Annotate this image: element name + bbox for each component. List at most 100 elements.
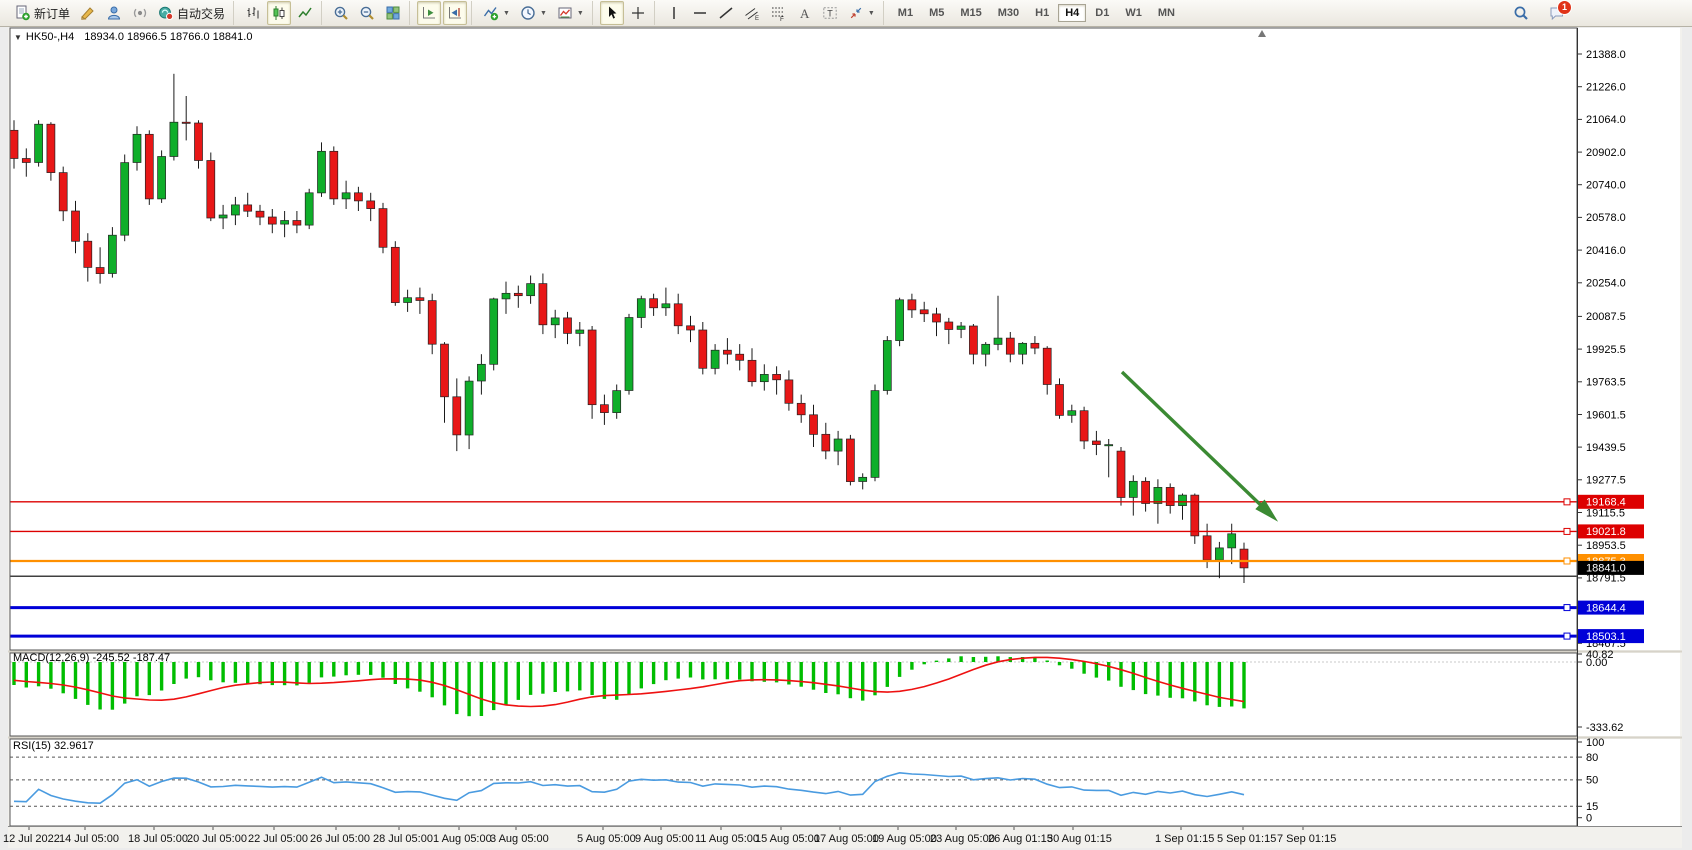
tf-h1[interactable]: H1	[1028, 4, 1056, 22]
tf-m1[interactable]: M1	[891, 4, 920, 22]
periods-button[interactable]: ▼	[516, 1, 551, 25]
indicators-button[interactable]: ▼	[479, 1, 514, 25]
chevron-down-icon: ▼	[867, 9, 875, 17]
svg-text:50: 50	[1586, 775, 1598, 787]
arrows-icon	[848, 5, 864, 21]
trendline-icon	[718, 5, 734, 21]
svg-text:23 Aug 05:00: 23 Aug 05:00	[930, 833, 995, 845]
svg-text:5 Sep 01:15: 5 Sep 01:15	[1217, 833, 1276, 845]
tile-windows-button[interactable]	[381, 1, 405, 25]
text-button[interactable]: A	[792, 1, 816, 25]
search-button[interactable]	[1509, 1, 1533, 25]
tf-m15-label: M15	[960, 7, 982, 19]
tf-h4-label: H4	[1065, 7, 1080, 19]
svg-text:18791.5: 18791.5	[1586, 573, 1626, 585]
svg-text:14 Jul 05:00: 14 Jul 05:00	[59, 833, 119, 845]
autoscroll-icon	[421, 5, 437, 21]
tf-d1[interactable]: D1	[1088, 4, 1116, 22]
autotrading-button[interactable]: 自动交易	[154, 1, 229, 25]
symbol-period-label: HK50-,H4	[25, 31, 75, 43]
tf-m5[interactable]: M5	[922, 4, 951, 22]
svg-text:30 Aug 01:15: 30 Aug 01:15	[1047, 833, 1112, 845]
tf-d1-label: D1	[1095, 7, 1110, 19]
templates-button[interactable]: ▼	[553, 1, 588, 25]
zoom-in-button[interactable]	[329, 1, 353, 25]
horizontal-line-button[interactable]	[688, 1, 712, 25]
toolbar-group-timeframes: M1 M5 M15 M30 H1 H4 D1 W1 MN	[882, 1, 1186, 25]
tf-m15[interactable]: M15	[953, 4, 988, 22]
svg-text:19601.5: 19601.5	[1586, 409, 1626, 421]
svg-text:0: 0	[1586, 813, 1592, 825]
toolbar-group-chart-types	[233, 1, 321, 25]
chat-icon: 1	[1549, 0, 1572, 21]
svg-text:F: F	[780, 16, 784, 21]
candlestick-button[interactable]	[267, 1, 292, 25]
fibonacci-button[interactable]: F	[766, 1, 790, 25]
svg-text:21064.0: 21064.0	[1586, 114, 1626, 126]
tf-h1-label: H1	[1035, 7, 1050, 19]
svg-text:T: T	[827, 9, 833, 19]
hline-icon	[692, 5, 708, 21]
fibo-icon: F	[770, 5, 786, 21]
tf-m30[interactable]: M30	[991, 4, 1026, 22]
zoom-out-button[interactable]	[355, 1, 379, 25]
vertical-line-button[interactable]	[662, 1, 686, 25]
svg-text:19168.4: 19168.4	[1586, 497, 1626, 509]
toolbar-group-zoom	[321, 1, 409, 25]
toolbar-group-scroll	[409, 1, 471, 25]
ohlc-values: 18934.0 18966.5 18766.0 18841.0	[84, 31, 253, 43]
price-axis[interactable]: 21388.0 21226.0 21064.0 20902.0 20740.0 20578…	[1578, 49, 1644, 650]
svg-text:19763.5: 19763.5	[1586, 377, 1626, 389]
svg-text:20902.0: 20902.0	[1586, 147, 1626, 159]
chart-panes	[10, 28, 1680, 826]
chart-shift-icon	[447, 5, 463, 21]
cursor-button[interactable]	[599, 1, 624, 25]
tf-w1[interactable]: W1	[1118, 4, 1149, 22]
tile-windows-icon	[385, 5, 401, 21]
toolbar: 新订单 自动交易 ▼ ▼ ▼ E F A T ▼ M1 M5 M15 M30 H1 H4 D1 W1 MN 1	[0, 0, 1692, 27]
svg-text:21388.0: 21388.0	[1586, 49, 1626, 61]
current-price-label	[1578, 560, 1644, 575]
templates-icon	[557, 5, 573, 21]
tf-mn[interactable]: MN	[1151, 4, 1182, 22]
toolbar-group-insert: ▼ ▼ ▼	[471, 1, 592, 25]
candlestick-series	[9, 73, 1249, 583]
toolbar-group-pointer	[591, 1, 654, 25]
svg-text:1 Aug 05:00: 1 Aug 05:00	[433, 833, 492, 845]
signal-button[interactable]	[128, 1, 152, 25]
signal-icon	[132, 5, 148, 21]
equidistant-channel-button[interactable]: E	[740, 1, 764, 25]
chart-shift-button[interactable]	[443, 1, 468, 25]
macd-values: -245.52 -187.47	[92, 652, 171, 664]
horizontal-line-objects[interactable]	[10, 498, 1577, 640]
periods-icon	[520, 5, 536, 21]
styler-button[interactable]	[76, 1, 100, 25]
svg-text:9 Aug 05:00: 9 Aug 05:00	[635, 833, 694, 845]
trendline-button[interactable]	[714, 1, 738, 25]
new-order-button[interactable]: 新订单	[11, 1, 74, 25]
svg-text:18953.5: 18953.5	[1586, 540, 1626, 552]
svg-text:20 Jul 05:00: 20 Jul 05:00	[187, 833, 247, 845]
svg-text:22 Jul 05:00: 22 Jul 05:00	[248, 833, 308, 845]
arrows-button[interactable]: ▼	[844, 1, 879, 25]
trend-arrow-object[interactable]	[1120, 370, 1279, 522]
notifications-button[interactable]: 1	[1545, 0, 1572, 25]
channel-icon: E	[744, 5, 760, 21]
symbol-dropdown-icon[interactable]: ▼	[14, 33, 22, 42]
svg-text:26 Jul 05:00: 26 Jul 05:00	[310, 833, 370, 845]
line-chart-button[interactable]	[293, 1, 317, 25]
tf-m1-label: M1	[897, 7, 914, 19]
chart-shift-marker[interactable]	[1258, 30, 1266, 37]
svg-text:100: 100	[1586, 737, 1604, 749]
macd-indicator	[10, 656, 1577, 717]
svg-text:18841.0: 18841.0	[1586, 563, 1626, 575]
bar-chart-button[interactable]	[241, 1, 265, 25]
navigator-button[interactable]	[102, 1, 126, 25]
tf-h4[interactable]: H4	[1058, 4, 1087, 22]
svg-text:15: 15	[1586, 801, 1598, 813]
auto-scroll-button[interactable]	[417, 1, 442, 25]
text-label-button[interactable]: T	[818, 1, 842, 25]
crosshair-button[interactable]	[626, 1, 650, 25]
time-axis[interactable]: 12 Jul 2022 14 Jul 05:00 18 Jul 05:00 20 Ju…	[3, 826, 1682, 849]
svg-text:1 Sep 01:15: 1 Sep 01:15	[1155, 833, 1214, 845]
